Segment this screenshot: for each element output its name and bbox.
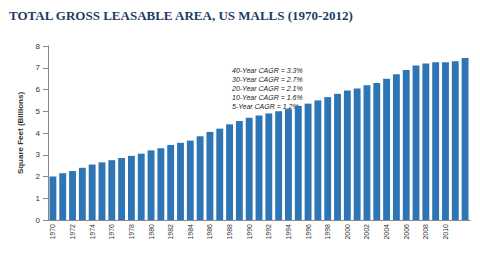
svg-text:8: 8 <box>36 42 41 51</box>
svg-text:5: 5 <box>36 107 41 116</box>
svg-text:1974: 1974 <box>89 224 96 240</box>
svg-text:3: 3 <box>36 150 41 159</box>
svg-text:4: 4 <box>36 129 41 138</box>
svg-text:1972: 1972 <box>69 224 76 240</box>
svg-text:1994: 1994 <box>285 224 292 240</box>
svg-text:10-Year CAGR = 1.6%: 10-Year CAGR = 1.6% <box>232 94 303 101</box>
svg-text:2010: 2010 <box>442 224 449 240</box>
svg-text:2002: 2002 <box>363 224 370 240</box>
svg-text:1986: 1986 <box>206 224 213 240</box>
svg-text:1970: 1970 <box>49 224 56 240</box>
svg-text:1996: 1996 <box>305 224 312 240</box>
svg-text:1998: 1998 <box>324 224 331 240</box>
svg-text:1: 1 <box>36 194 41 203</box>
svg-text:2004: 2004 <box>383 224 390 240</box>
svg-text:2008: 2008 <box>422 224 429 240</box>
svg-text:6: 6 <box>36 85 41 94</box>
svg-text:1978: 1978 <box>128 224 135 240</box>
svg-text:30-Year CAGR = 2.7%: 30-Year CAGR = 2.7% <box>232 76 303 83</box>
svg-text:2000: 2000 <box>344 224 351 240</box>
svg-text:1976: 1976 <box>108 224 115 240</box>
svg-text:0: 0 <box>36 216 41 225</box>
svg-text:7: 7 <box>36 63 41 72</box>
svg-text:5-Year CAGR = 1.2%: 5-Year CAGR = 1.2% <box>232 103 299 110</box>
svg-text:1984: 1984 <box>187 224 194 240</box>
svg-text:40-Year CAGR = 3.3%: 40-Year CAGR = 3.3% <box>232 67 303 74</box>
svg-text:1980: 1980 <box>148 224 155 240</box>
svg-text:2: 2 <box>36 172 41 181</box>
svg-text:1992: 1992 <box>265 224 272 240</box>
svg-text:20-Year CAGR = 2.1%: 20-Year CAGR = 2.1% <box>231 85 303 92</box>
svg-text:2006: 2006 <box>403 224 410 240</box>
svg-text:1990: 1990 <box>246 224 253 240</box>
svg-text:1982: 1982 <box>167 224 174 240</box>
svg-text:Square Feet (Billions): Square Feet (Billions) <box>16 92 25 175</box>
svg-text:TOTAL GROSS LEASABLE AREA, US: TOTAL GROSS LEASABLE AREA, US MALLS (197… <box>9 8 353 23</box>
svg-text:1988: 1988 <box>226 224 233 240</box>
